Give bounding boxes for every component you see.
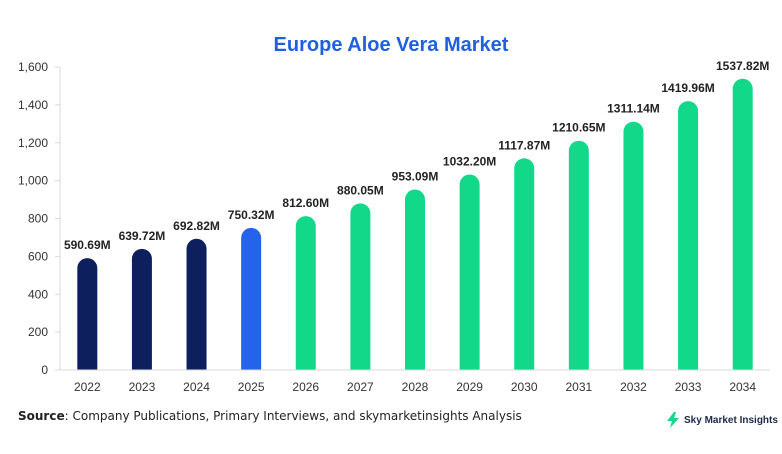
source-label: Source	[18, 409, 65, 423]
x-tick-label-2034: 2034	[729, 380, 756, 394]
data-label-2028: 953.09M	[392, 170, 439, 184]
data-label-2030: 1117.87M	[498, 138, 550, 152]
y-tick-label: 1,600	[18, 60, 48, 74]
x-tick-label-2026: 2026	[292, 380, 319, 394]
y-axis: 0 200 400 600 800 1,000 1,200 1,400 1,600	[18, 60, 61, 377]
bar-2033	[678, 101, 699, 370]
x-tick-label-2029: 2029	[456, 380, 483, 394]
data-label-2024: 692.82M	[173, 219, 220, 233]
data-label-2033: 1419.96M	[661, 81, 714, 95]
x-tick-label-2027: 2027	[347, 380, 374, 394]
data-label-2029: 1032.20M	[443, 155, 496, 169]
y-tick-label: 800	[28, 212, 48, 226]
x-tick-label-2032: 2032	[620, 380, 647, 394]
data-label-2032: 1311.14M	[607, 102, 660, 116]
brand-name: Sky Market Insights	[684, 414, 778, 426]
bar-2032	[623, 121, 644, 370]
bar-2022	[77, 258, 98, 370]
y-tick-label: 1,200	[18, 136, 48, 150]
bar-2031	[568, 140, 589, 370]
bars-group: 590.69M 639.72M 692.82M 750.32M 812.60M 880.0…	[64, 59, 769, 370]
bar-2026	[295, 216, 316, 370]
source-note: Source: Company Publications, Primary In…	[18, 409, 522, 423]
bar-2030	[514, 158, 535, 370]
y-tick-label: 0	[41, 363, 48, 377]
x-tick-label-2030: 2030	[511, 380, 538, 394]
x-tick-label-2024: 2024	[183, 380, 210, 394]
x-tick-label-2031: 2031	[565, 380, 592, 394]
x-tick-label-2033: 2033	[675, 380, 702, 394]
x-tick-label-2028: 2028	[402, 380, 429, 394]
bar-2028	[405, 189, 425, 370]
x-tick-label-2025: 2025	[238, 380, 265, 394]
data-label-2026: 812.60M	[282, 196, 329, 210]
source-text: : Company Publications, Primary Intervie…	[64, 409, 522, 423]
data-label-2034: 1537.82M	[716, 59, 769, 73]
data-label-2023: 639.72M	[119, 229, 166, 243]
y-tick-label: 1,000	[18, 174, 48, 188]
bar-2024	[186, 238, 207, 370]
lightning-bolt-icon	[667, 412, 679, 428]
data-label-2031: 1210.65M	[552, 121, 605, 135]
brand-logo: Sky Market Insights	[666, 412, 778, 428]
x-axis: 2022 2023 2024 2025 2026 2027 2028 2029 2030 2031…	[60, 369, 770, 394]
y-tick-label: 600	[28, 249, 48, 263]
y-tick-label: 200	[28, 325, 48, 339]
x-tick-label-2023: 2023	[129, 380, 156, 394]
bar-2023	[131, 248, 152, 370]
bar-2034	[732, 78, 753, 370]
y-tick-label: 400	[28, 287, 48, 301]
x-tick-label-2022: 2022	[74, 380, 101, 394]
bar-2025	[241, 227, 262, 370]
y-tick-label: 1,400	[18, 98, 48, 112]
chart-title: Europe Aloe Vera Market	[273, 34, 509, 56]
bar-2029	[459, 174, 480, 370]
data-label-2027: 880.05M	[337, 183, 384, 197]
data-label-2025: 750.32M	[228, 208, 275, 222]
data-label-2022: 590.69M	[64, 238, 111, 252]
bar-2027	[350, 203, 371, 370]
